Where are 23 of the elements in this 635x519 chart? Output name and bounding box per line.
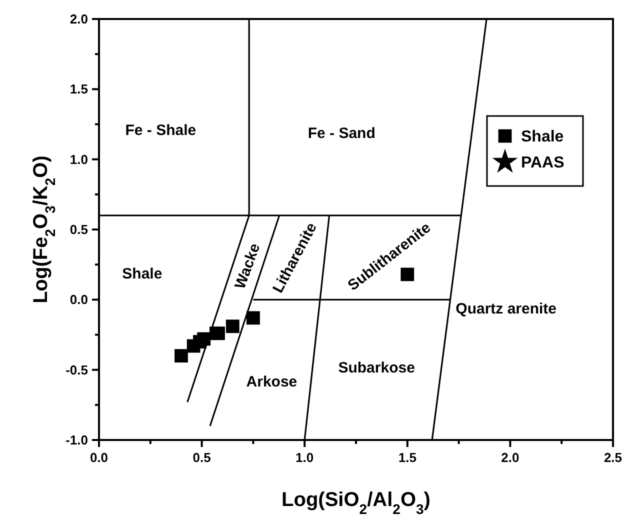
x-axis-title: Log(SiO$_{2}$/Al$_{2}$O$_{3}$): [282, 489, 430, 517]
x-tick-label: 0.0: [90, 450, 108, 465]
x-tick-label: 1.5: [398, 450, 416, 465]
y-tick-label: 2.0: [70, 12, 88, 27]
annotation: Arkose: [246, 373, 298, 390]
legend-label: Shale: [521, 128, 564, 146]
y-tick-label: -1.0: [66, 432, 88, 448]
x-tick-label: 1.0: [296, 450, 314, 465]
x-tick-label: 2.5: [604, 450, 622, 465]
legend-label: PAAS: [521, 154, 565, 172]
y-tick-label: 1.0: [70, 152, 88, 167]
annotation: Quartz arenite: [456, 300, 557, 318]
x-tick-label: 0.5: [192, 450, 211, 465]
x-tick-label: 2.0: [501, 450, 520, 465]
y-tick-label: 0.0: [70, 292, 88, 308]
annotation: Fe - Sand: [308, 124, 376, 142]
y-tick-label: 0.5: [70, 222, 88, 238]
annotation: Shale: [122, 265, 162, 282]
annotation: Wacke: [232, 241, 264, 292]
annotation: Subarkose: [338, 359, 415, 376]
y-tick-label: 1.5: [70, 82, 88, 97]
y-tick-label: -0.5: [66, 362, 88, 378]
annotation: Fe - Shale: [125, 122, 196, 140]
